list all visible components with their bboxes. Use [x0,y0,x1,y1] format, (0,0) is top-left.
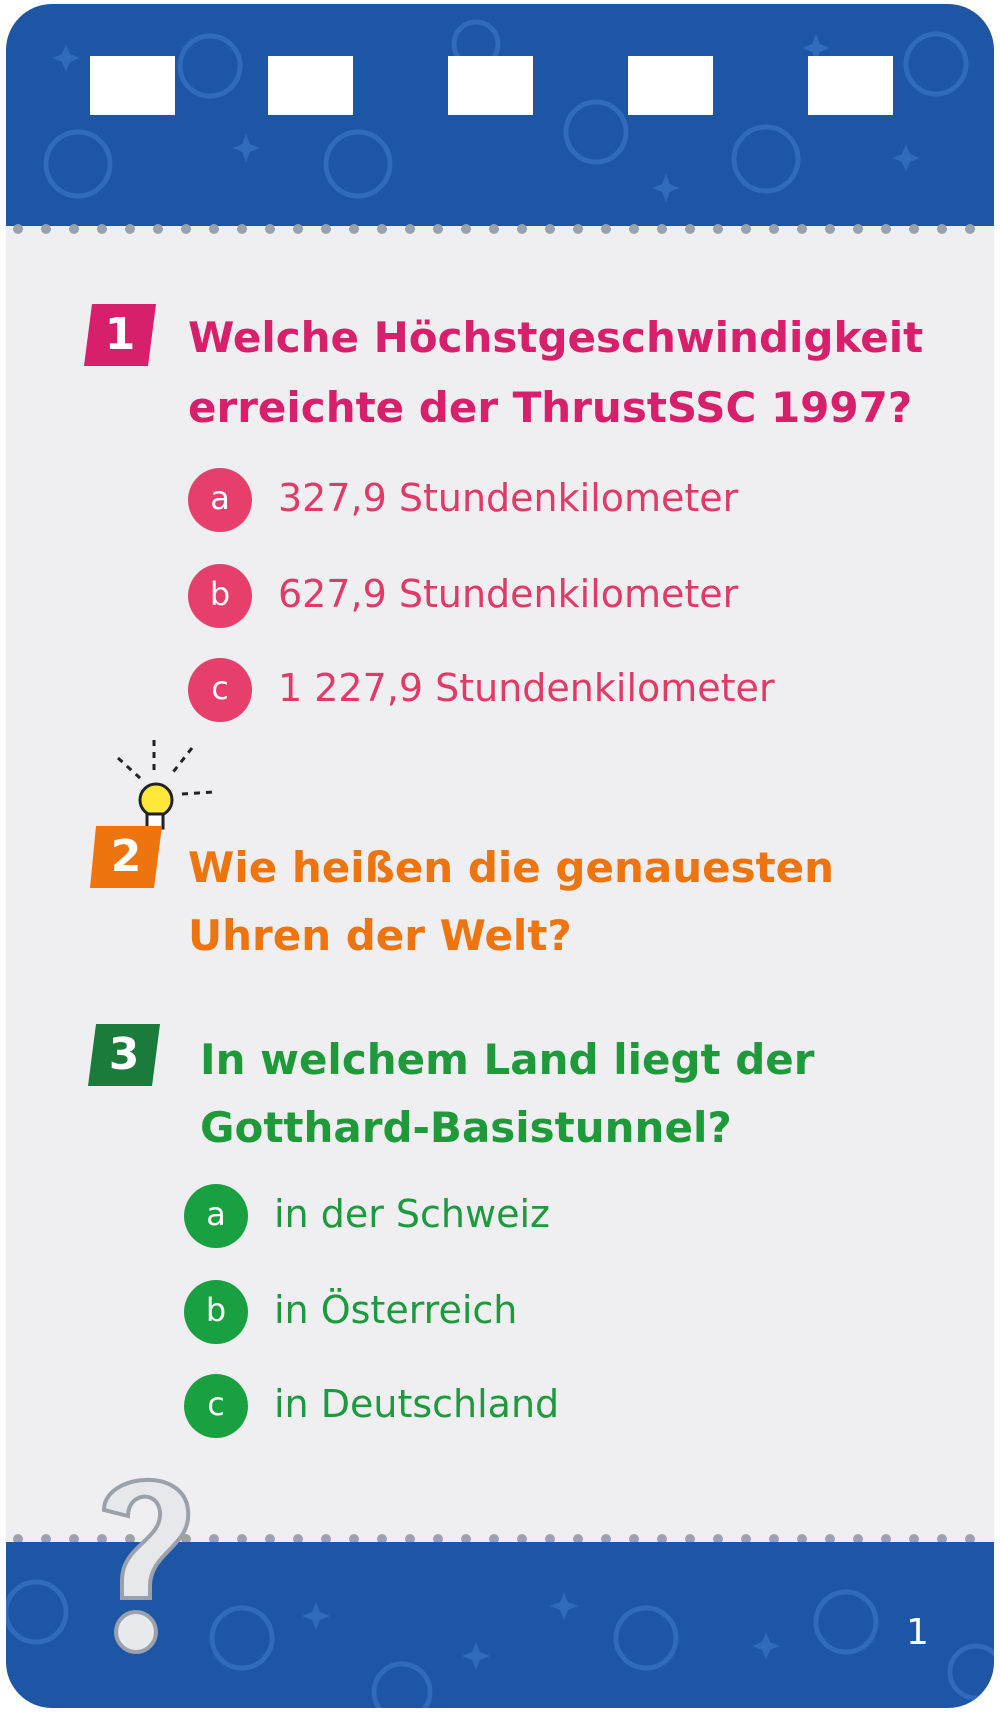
question-number-2: 2 [90,826,162,888]
question-number-1: 1 [84,304,156,366]
answer-text: in der Schweiz [274,1192,550,1236]
question-2-line-2: Uhren der Welt? [188,911,572,960]
dotted-divider [13,224,975,234]
page-number: 1 [906,1612,929,1653]
film-slot [268,56,353,115]
question-2-line-1: Wie heißen die genauesten [188,843,835,892]
film-slot [628,56,713,115]
top-band [6,4,994,226]
answer-badge-b: b [188,564,252,628]
answer-badge-c: c [184,1374,248,1438]
question-number-label: 2 [110,831,142,882]
answer-text: 627,9 Stundenkilometer [278,572,739,616]
dotted-divider [13,1534,975,1544]
question-number-label: 3 [108,1029,140,1080]
answer-text: in Österreich [274,1288,518,1332]
answer-text: 1 227,9 Stundenkilometer [278,666,775,710]
lightbulb-icon [116,740,215,830]
film-slot [90,56,175,115]
stopwatch-pattern [43,19,969,202]
question-number-label: 1 [104,309,136,360]
question-mark-icon [101,1477,191,1654]
question-3-line-2: Gotthard-Basistunnel? [200,1103,732,1152]
stopwatch-pattern [6,1579,994,1708]
question-1-line-1: Welche Höchstgeschwindigkeit [188,313,924,362]
answer-badge-b: b [184,1280,248,1344]
answer-badge-a: a [184,1184,248,1248]
film-slot [448,56,533,115]
film-slot [808,56,893,115]
answer-text: 327,9 Stundenkilometer [278,476,739,520]
answer-text: in Deutschland [274,1382,560,1426]
quiz-card: 1 Welche Höchstgeschwindigkeit erreichte… [6,4,994,1708]
answer-badge-c: c [188,658,252,722]
question-number-3: 3 [88,1024,160,1086]
question-3-line-1: In welchem Land liegt der [200,1035,815,1084]
answer-badge-a: a [188,468,252,532]
question-1-line-2: erreichte der ThrustSSC 1997? [188,383,913,432]
bottom-band [6,1542,994,1708]
